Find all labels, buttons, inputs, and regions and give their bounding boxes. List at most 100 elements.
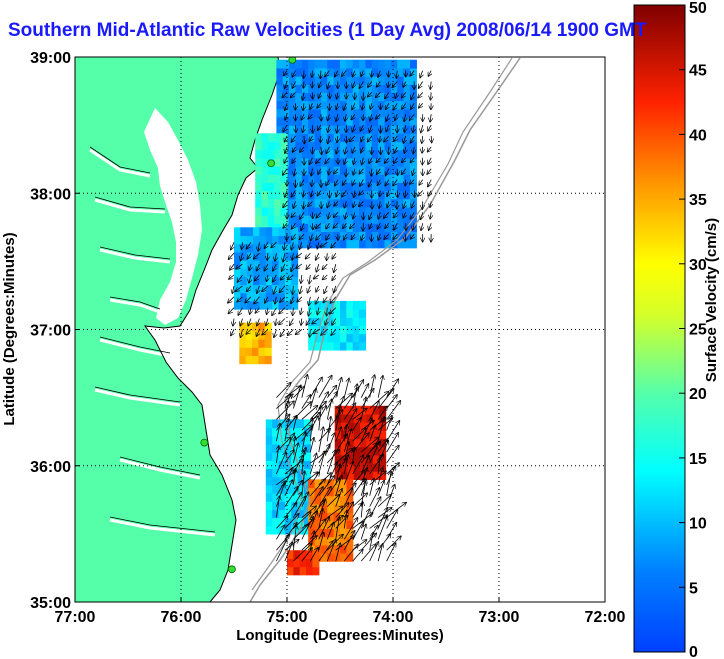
velocity-cell xyxy=(301,174,309,183)
velocity-cell xyxy=(379,405,387,415)
velocity-arrow xyxy=(318,476,335,496)
velocity-cell xyxy=(265,268,273,277)
velocity-cell xyxy=(360,438,368,448)
velocity-arrow xyxy=(369,533,373,551)
velocity-cell xyxy=(320,149,328,159)
velocity-cell xyxy=(371,76,379,85)
velocity-cell xyxy=(340,116,347,126)
velocity-arrow xyxy=(291,263,293,271)
velocity-cell xyxy=(333,206,341,216)
velocity-cell xyxy=(366,454,374,464)
x-axis-label: Longitude (Degrees:Minutes) xyxy=(236,627,444,644)
velocity-cell xyxy=(261,215,269,224)
velocity-cell xyxy=(301,100,309,110)
velocity-cell xyxy=(289,206,297,216)
velocity-cell xyxy=(320,544,328,554)
velocity-cell xyxy=(308,317,316,327)
velocity-cell xyxy=(346,206,354,216)
velocity-cell xyxy=(359,309,367,318)
velocity-cell xyxy=(282,59,290,69)
velocity-cell xyxy=(267,206,275,216)
velocity-arrow xyxy=(428,179,431,187)
velocity-cell xyxy=(397,141,405,151)
velocity-cell xyxy=(267,190,275,200)
velocity-arrow xyxy=(231,242,234,249)
velocity-cell xyxy=(291,292,299,302)
velocity-cell xyxy=(409,108,417,118)
velocity-arrow xyxy=(274,329,277,338)
velocity-arrow xyxy=(352,540,367,551)
velocity-cell xyxy=(346,92,354,102)
velocity-cell xyxy=(284,468,292,478)
velocity-cell xyxy=(346,141,354,151)
land-mass xyxy=(75,57,280,602)
velocity-cell xyxy=(320,198,328,208)
velocity-cell xyxy=(359,239,367,249)
velocity-cell xyxy=(289,100,297,110)
velocity-arrow xyxy=(293,481,302,496)
velocity-cell xyxy=(403,76,411,85)
velocity-cell xyxy=(333,141,341,151)
velocity-cell xyxy=(365,166,373,175)
velocity-cell xyxy=(327,206,335,216)
velocity-cell xyxy=(390,108,398,118)
velocity-cell xyxy=(371,190,379,200)
velocity-arrow xyxy=(335,397,344,420)
velocity-cell xyxy=(327,487,335,497)
velocity-arrow xyxy=(386,510,398,529)
velocity-arrow xyxy=(360,437,378,453)
velocity-arrow xyxy=(299,233,305,239)
velocity-cell xyxy=(293,550,301,559)
velocity-cell xyxy=(255,198,263,208)
x-tick-label: 74:00 xyxy=(373,609,414,626)
velocity-cell xyxy=(314,479,322,489)
velocity-arrow xyxy=(318,517,330,540)
velocity-cell xyxy=(340,536,347,546)
velocity-cell xyxy=(240,276,248,286)
velocity-cell xyxy=(297,509,305,519)
velocity-arrow xyxy=(267,253,268,260)
velocity-cell xyxy=(346,544,354,554)
velocity-cell xyxy=(397,206,405,216)
colorbar-tick-label: 5 xyxy=(689,580,698,597)
velocity-cell xyxy=(265,227,273,237)
velocity-cell xyxy=(295,67,303,77)
velocity-cell xyxy=(346,528,354,538)
velocity-cell xyxy=(327,503,335,513)
velocity-cell xyxy=(308,487,316,497)
velocity-arrow xyxy=(248,318,251,326)
velocity-cell xyxy=(258,339,266,348)
velocity-cell xyxy=(239,347,247,356)
velocity-arrow xyxy=(360,509,369,529)
colorbar-tick-label: 0 xyxy=(689,644,698,659)
velocity-cell xyxy=(252,347,259,356)
velocity-arrow xyxy=(292,416,296,431)
velocity-arrow xyxy=(335,503,349,518)
velocity-cell xyxy=(240,292,248,302)
velocity-cell xyxy=(308,223,316,232)
velocity-cell xyxy=(340,479,347,489)
velocity-arrow xyxy=(328,125,330,132)
velocity-arrow xyxy=(293,512,310,529)
velocity-arrow xyxy=(394,157,398,163)
velocity-cell xyxy=(333,325,341,335)
velocity-arrow xyxy=(353,168,355,175)
velocity-arrow xyxy=(328,114,330,120)
velocity-cell xyxy=(282,108,290,118)
velocity-arrow xyxy=(326,179,329,186)
velocity-cell xyxy=(378,125,386,134)
velocity-arrow xyxy=(352,455,364,475)
velocity-cell xyxy=(259,251,267,261)
velocity-cell xyxy=(253,268,261,277)
velocity-cell xyxy=(403,84,411,94)
velocity-cell xyxy=(303,460,311,470)
velocity-cell xyxy=(265,443,273,453)
velocity-arrow xyxy=(309,274,310,284)
velocity-cell xyxy=(409,190,417,200)
velocity-cell xyxy=(265,284,273,294)
velocity-cell xyxy=(308,174,316,183)
velocity-cell xyxy=(371,166,379,175)
velocity-cell xyxy=(346,157,354,167)
velocity-arrow xyxy=(368,135,373,142)
velocity-cell xyxy=(301,141,309,151)
